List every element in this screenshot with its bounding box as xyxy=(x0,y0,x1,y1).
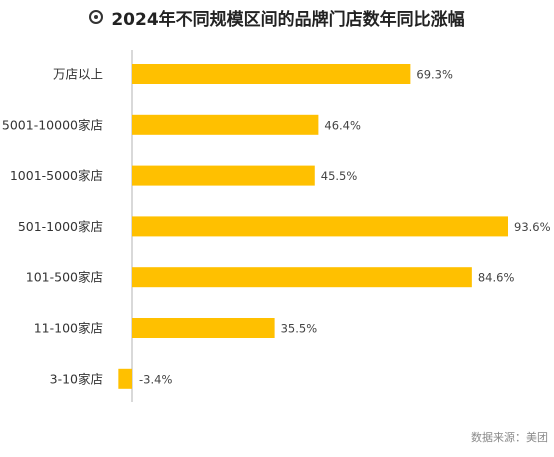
category-label: 万店以上 xyxy=(53,67,103,82)
bar xyxy=(132,267,472,288)
value-label: 93.6% xyxy=(514,220,551,234)
target-icon xyxy=(89,10,104,24)
category-label: 3-10家店 xyxy=(50,371,103,386)
category-label: 101-500家店 xyxy=(26,270,103,285)
category-label: 11-100家店 xyxy=(34,321,103,336)
chart-title: 2024年不同规模区间的品牌门店数年同比涨幅 xyxy=(111,9,465,30)
bar xyxy=(132,318,275,338)
category-label: 501-1000家店 xyxy=(18,219,103,234)
source-note: 数据来源：美团 xyxy=(471,431,548,444)
bar xyxy=(132,114,319,135)
bar xyxy=(132,216,508,237)
value-label: 84.6% xyxy=(478,271,515,285)
bar xyxy=(132,64,411,84)
bar xyxy=(132,165,315,186)
value-label: 69.3% xyxy=(416,68,453,82)
value-label: 35.5% xyxy=(281,322,318,336)
value-label: 46.4% xyxy=(324,118,361,132)
value-label: -3.4% xyxy=(139,372,172,386)
category-label: 5001-10000家店 xyxy=(2,117,103,132)
chart-title-row: 2024年不同规模区间的品牌门店数年同比涨幅 xyxy=(0,4,554,30)
category-label: 1001-5000家店 xyxy=(10,168,103,183)
value-label: 45.5% xyxy=(321,169,358,183)
bar xyxy=(118,368,132,389)
